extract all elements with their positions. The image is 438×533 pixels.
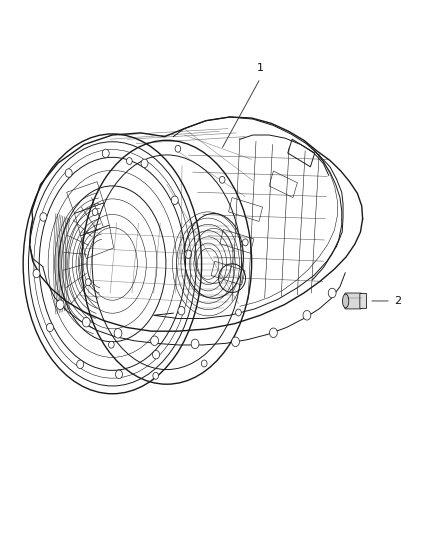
Ellipse shape [343, 294, 349, 308]
Ellipse shape [40, 213, 47, 221]
Ellipse shape [328, 288, 336, 298]
Ellipse shape [236, 309, 241, 316]
Ellipse shape [56, 300, 64, 310]
Ellipse shape [85, 279, 91, 286]
Ellipse shape [127, 158, 132, 165]
Ellipse shape [153, 373, 159, 379]
Ellipse shape [114, 328, 122, 338]
Ellipse shape [92, 208, 98, 215]
Ellipse shape [175, 146, 181, 152]
Ellipse shape [46, 323, 53, 332]
Ellipse shape [102, 149, 109, 158]
FancyBboxPatch shape [360, 294, 367, 309]
Ellipse shape [82, 317, 90, 327]
Ellipse shape [152, 350, 159, 359]
Ellipse shape [116, 370, 123, 378]
Ellipse shape [303, 311, 311, 320]
Ellipse shape [243, 239, 248, 246]
Ellipse shape [77, 360, 84, 369]
Text: 1: 1 [257, 63, 264, 73]
Ellipse shape [109, 341, 114, 348]
Ellipse shape [178, 306, 185, 315]
Ellipse shape [219, 176, 225, 183]
Ellipse shape [269, 328, 277, 337]
Ellipse shape [141, 159, 148, 167]
Ellipse shape [151, 336, 159, 345]
Ellipse shape [232, 337, 240, 346]
Ellipse shape [33, 269, 40, 278]
Ellipse shape [201, 360, 207, 367]
Ellipse shape [191, 339, 199, 349]
Text: 2: 2 [394, 296, 402, 306]
Ellipse shape [171, 196, 178, 205]
FancyBboxPatch shape [345, 293, 361, 309]
Ellipse shape [65, 169, 72, 177]
Ellipse shape [185, 250, 192, 259]
